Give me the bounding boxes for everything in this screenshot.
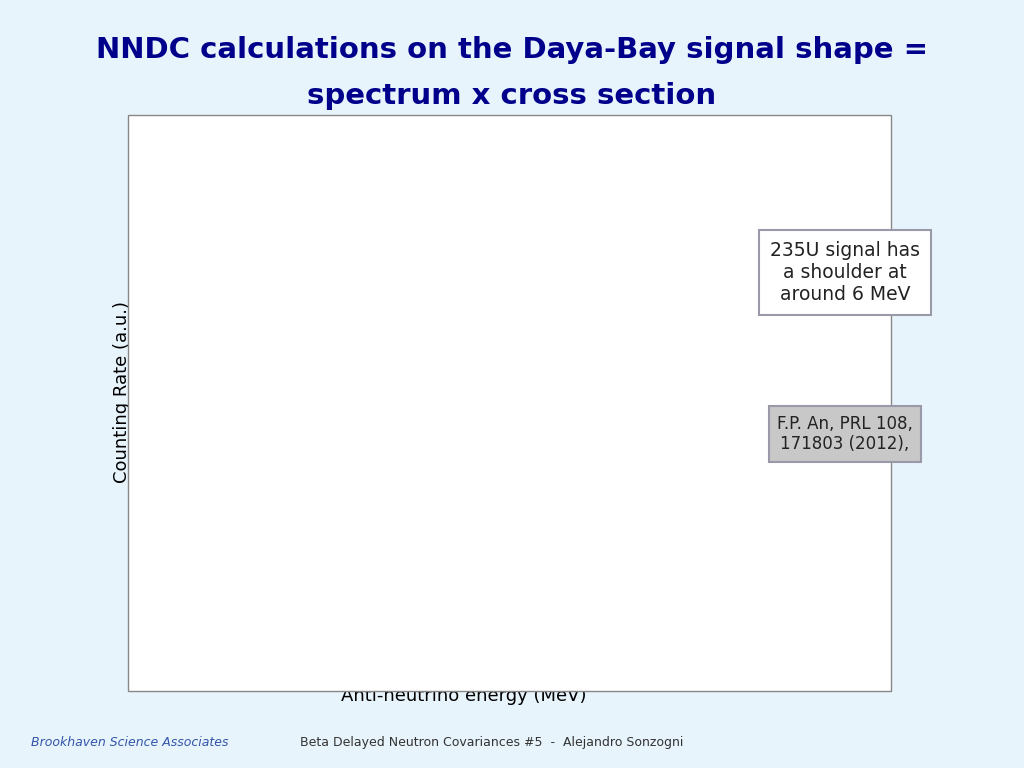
- Text: 235U signal has
a shoulder at
around 6 MeV: 235U signal has a shoulder at around 6 M…: [770, 241, 920, 304]
- Legend: 235U, 239Pu, Daya Bay: 235U, 239Pu, Daya Bay: [315, 404, 455, 488]
- Text: spectrum x cross section: spectrum x cross section: [307, 82, 717, 110]
- X-axis label: Anti-neutrino energy (MeV): Anti-neutrino energy (MeV): [341, 687, 586, 705]
- Text: Brookhaven Science Associates: Brookhaven Science Associates: [31, 736, 228, 749]
- Text: Beta Delayed Neutron Covariances #5  -  Alejandro Sonzogni: Beta Delayed Neutron Covariances #5 - Al…: [300, 736, 683, 749]
- Text: 239Pu core: 239Pu core: [218, 180, 351, 200]
- Y-axis label: Counting Rate (a.u.): Counting Rate (a.u.): [114, 301, 131, 482]
- Text: NNDC calculations on the Daya-Bay signal shape =: NNDC calculations on the Daya-Bay signal…: [96, 36, 928, 64]
- Text: F.P. An, PRL 108,
171803 (2012),: F.P. An, PRL 108, 171803 (2012),: [777, 415, 912, 453]
- Text: 235U core: 235U core: [383, 359, 502, 379]
